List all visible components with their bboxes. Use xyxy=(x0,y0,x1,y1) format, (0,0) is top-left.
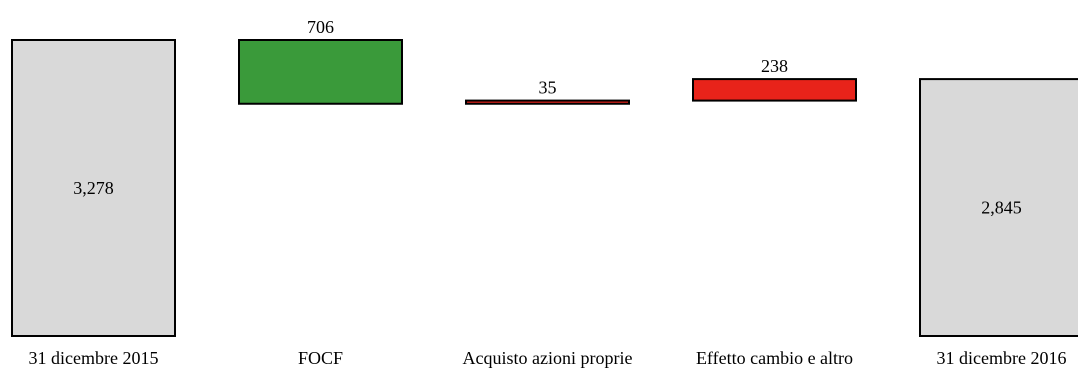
category-label-31-dicembre-2016: 31 dicembre 2016 xyxy=(937,348,1067,368)
category-label-31-dicembre-2015: 31 dicembre 2015 xyxy=(29,348,159,368)
data-label-effetto-cambio-e-altro: 238 xyxy=(761,56,788,76)
category-label-focf: FOCF xyxy=(298,348,343,368)
category-label-effetto-cambio-e-altro: Effetto cambio e altro xyxy=(696,348,853,368)
data-label-acquisto-azioni-proprie: 35 xyxy=(539,78,557,98)
data-label-focf: 706 xyxy=(307,17,334,37)
bar-effetto-cambio-e-altro xyxy=(692,78,857,102)
bar-focf xyxy=(238,39,403,105)
bar-acquisto-azioni-proprie xyxy=(465,99,630,105)
data-label-31-dicembre-2015: 3,278 xyxy=(73,178,114,198)
bar-31-dicembre-2016 xyxy=(919,78,1078,337)
data-label-31-dicembre-2016: 2,845 xyxy=(981,198,1022,218)
bar-31-dicembre-2015 xyxy=(11,39,176,337)
category-label-acquisto-azioni-proprie: Acquisto azioni proprie xyxy=(463,348,633,368)
